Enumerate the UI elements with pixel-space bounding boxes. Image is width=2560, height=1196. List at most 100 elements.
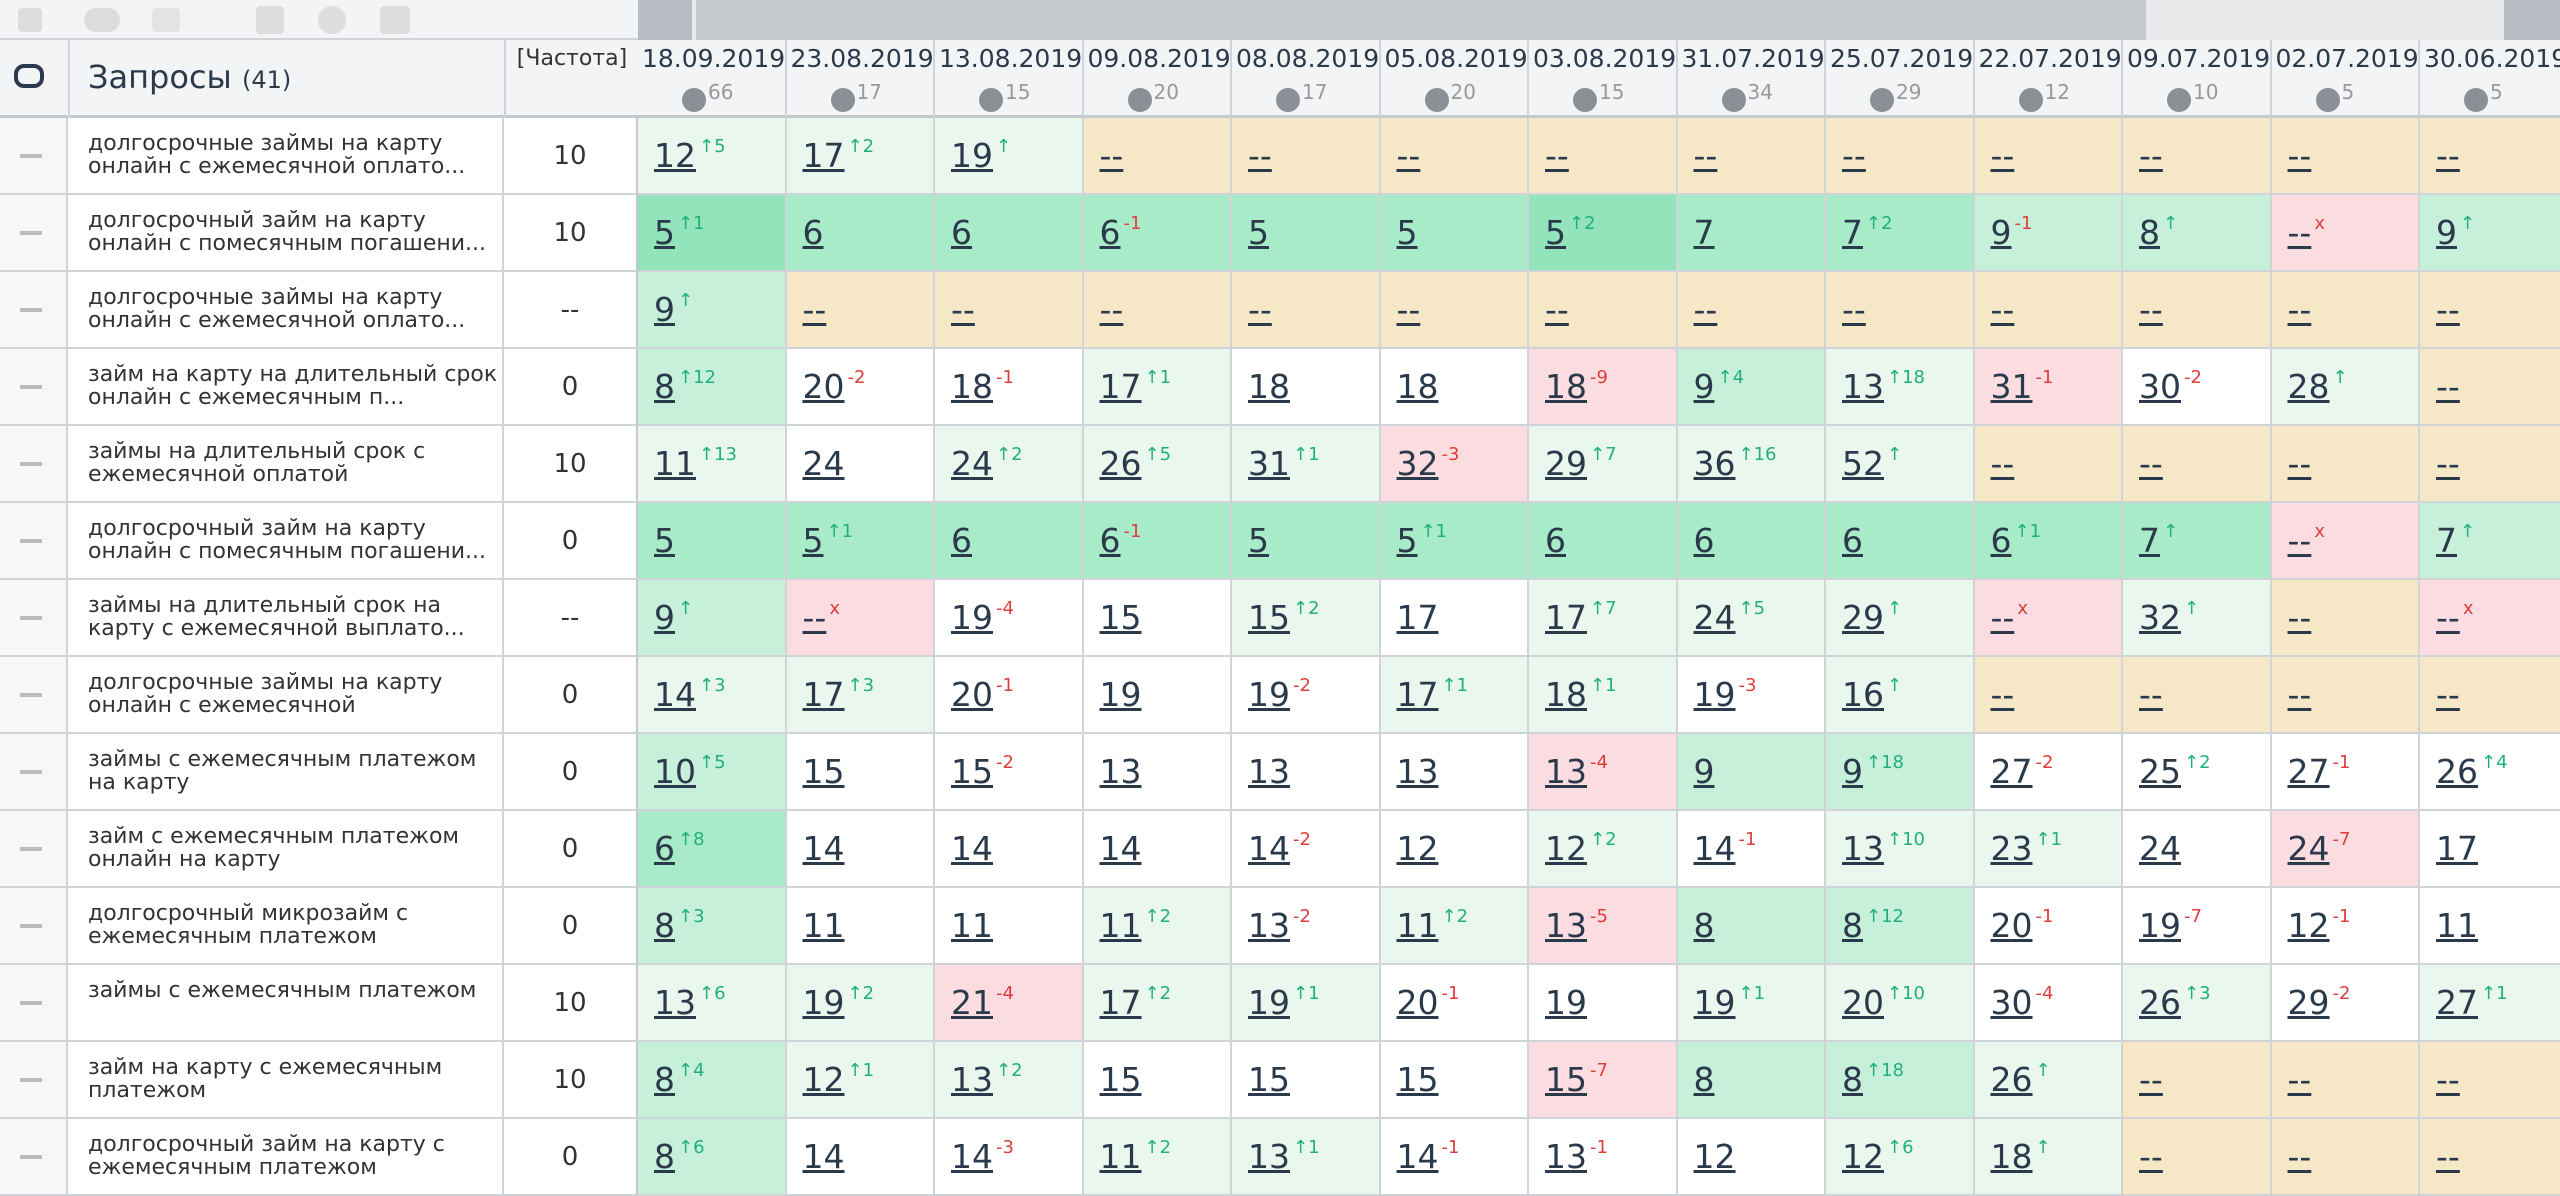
position[interactable]: 8 ↑18 xyxy=(1842,1060,1904,1099)
date[interactable]: 05.08.2019 xyxy=(1384,44,1528,73)
position[interactable]: 20 ↑10 xyxy=(1842,983,1925,1022)
position[interactable]: -- xyxy=(2288,290,2312,329)
position[interactable]: 17 ↑1 xyxy=(1397,675,1469,714)
position[interactable]: -- xyxy=(2436,1137,2460,1176)
position[interactable]: 19 xyxy=(1545,983,1587,1022)
position-value[interactable]: 19 xyxy=(951,598,993,637)
position-value[interactable]: 27 xyxy=(1990,752,2033,791)
tool-icon[interactable] xyxy=(84,8,120,32)
position-value[interactable]: 9 xyxy=(654,598,675,637)
position[interactable]: 13 ↑2 xyxy=(951,1060,1023,1099)
position[interactable]: 29 -2 xyxy=(2288,983,2351,1022)
position[interactable]: 6 xyxy=(951,521,972,560)
position-value[interactable]: -- xyxy=(951,290,975,329)
position-value[interactable]: 30 xyxy=(2139,367,2181,406)
position[interactable]: 32 ↑ xyxy=(2139,598,2199,637)
position-value[interactable]: -- xyxy=(1990,598,2015,637)
position[interactable]: -- xyxy=(1100,290,1124,329)
position[interactable]: 18 ↑ xyxy=(1991,1137,2051,1176)
date[interactable]: 31.07.2019 xyxy=(1681,44,1825,73)
position-value[interactable]: -- xyxy=(2287,136,2312,175)
position[interactable]: 15 xyxy=(1248,1060,1290,1099)
position-value[interactable]: 26 xyxy=(1990,1060,2033,1099)
position-value[interactable]: 20 xyxy=(1990,906,2033,945)
position-value[interactable]: 17 xyxy=(802,675,845,714)
position-value[interactable]: 10 xyxy=(654,752,696,791)
position-value[interactable]: 11 xyxy=(1099,1137,1142,1176)
position-value[interactable]: 25 xyxy=(2139,752,2181,791)
position[interactable]: 5 ↑1 xyxy=(654,213,705,252)
position-value[interactable]: 8 xyxy=(654,1137,675,1176)
position-value[interactable]: -- xyxy=(1248,136,1272,175)
position[interactable]: 5 ↑2 xyxy=(1545,213,1596,252)
position[interactable]: 15 xyxy=(1100,598,1142,637)
position-value[interactable]: -- xyxy=(1990,290,2015,329)
position-value[interactable]: 20 xyxy=(1396,983,1439,1022)
date[interactable]: 30.06.2019 xyxy=(2424,44,2560,73)
position-value[interactable]: 15 xyxy=(802,752,845,791)
position[interactable]: 15 ↑2 xyxy=(1248,598,1320,637)
position[interactable]: 19 ↑1 xyxy=(1694,983,1766,1022)
position[interactable]: -- xyxy=(2288,444,2312,483)
position-value[interactable]: -- xyxy=(1099,290,1124,329)
position-value[interactable]: 26 xyxy=(2139,983,2181,1022)
position-value[interactable]: 15 xyxy=(951,752,993,791)
position-value[interactable]: 29 xyxy=(1545,444,1587,483)
position-value[interactable]: -- xyxy=(2287,521,2312,560)
position[interactable]: -- x xyxy=(803,598,840,637)
position[interactable]: -- xyxy=(951,290,975,329)
position-value[interactable]: 12 xyxy=(1693,1137,1736,1176)
position[interactable]: 8 ↑4 xyxy=(654,1060,705,1099)
position[interactable]: 5 xyxy=(654,521,675,560)
position-value[interactable]: 15 xyxy=(1248,598,1290,637)
date[interactable]: 02.07.2019 xyxy=(2275,44,2419,73)
position-value[interactable]: 11 xyxy=(951,906,993,945)
date[interactable]: 03.08.2019 xyxy=(1533,44,1677,73)
position[interactable]: 5 xyxy=(1248,521,1269,560)
position[interactable]: 8 ↑3 xyxy=(654,906,705,945)
position-value[interactable]: 6 xyxy=(802,213,824,252)
position-value[interactable]: -- xyxy=(2139,1137,2163,1176)
position[interactable]: 17 xyxy=(2436,829,2478,868)
position[interactable]: 26 ↑5 xyxy=(1100,444,1172,483)
position[interactable]: -- xyxy=(2436,136,2460,175)
position-value[interactable]: 13 xyxy=(1248,906,1290,945)
position[interactable]: 19 -7 xyxy=(2139,906,2202,945)
position[interactable]: 11 xyxy=(2436,906,2478,945)
tool-icon[interactable] xyxy=(318,6,346,34)
position-value[interactable]: 6 xyxy=(951,213,972,252)
position-value[interactable]: 18 xyxy=(1545,675,1587,714)
position-value[interactable]: 17 xyxy=(1099,367,1142,406)
date[interactable]: 09.07.2019 xyxy=(2127,44,2271,73)
position[interactable]: 14 -1 xyxy=(1397,1137,1460,1176)
position[interactable]: 7 ↑2 xyxy=(1842,213,1893,252)
position[interactable]: 21 -4 xyxy=(951,983,1014,1022)
position[interactable]: 9 ↑ xyxy=(654,290,693,329)
position-value[interactable]: -- xyxy=(1396,290,1421,329)
position[interactable]: 10 ↑5 xyxy=(654,752,726,791)
position-value[interactable]: 12 xyxy=(802,1060,845,1099)
position[interactable]: -- xyxy=(2436,367,2460,406)
position-value[interactable]: 19 xyxy=(1693,983,1736,1022)
position[interactable]: -- xyxy=(803,290,827,329)
position[interactable]: 13 -5 xyxy=(1545,906,1608,945)
position[interactable]: 13 -4 xyxy=(1545,752,1608,791)
position-value[interactable]: -- xyxy=(1990,444,2015,483)
position[interactable]: 7 ↑ xyxy=(2139,521,2178,560)
position-value[interactable]: 19 xyxy=(1693,675,1736,714)
date[interactable]: 22.07.2019 xyxy=(1978,44,2122,73)
position[interactable]: -- x xyxy=(1991,598,2028,637)
position-value[interactable]: 9 xyxy=(654,290,675,329)
position[interactable]: -- xyxy=(2436,1060,2460,1099)
position[interactable]: 14 -1 xyxy=(1694,829,1757,868)
position[interactable]: -- xyxy=(2436,675,2460,714)
position-value[interactable]: 14 xyxy=(1248,829,1290,868)
position-value[interactable]: 27 xyxy=(2436,983,2478,1022)
position-value[interactable]: -- xyxy=(1990,136,2015,175)
position[interactable]: 24 xyxy=(2139,829,2181,868)
position-value[interactable]: 6 xyxy=(951,521,972,560)
position-value[interactable]: 8 xyxy=(2139,213,2160,252)
position-value[interactable]: 9 xyxy=(1842,752,1863,791)
position[interactable]: -- xyxy=(2288,1060,2312,1099)
position[interactable]: 17 ↑2 xyxy=(803,136,875,175)
